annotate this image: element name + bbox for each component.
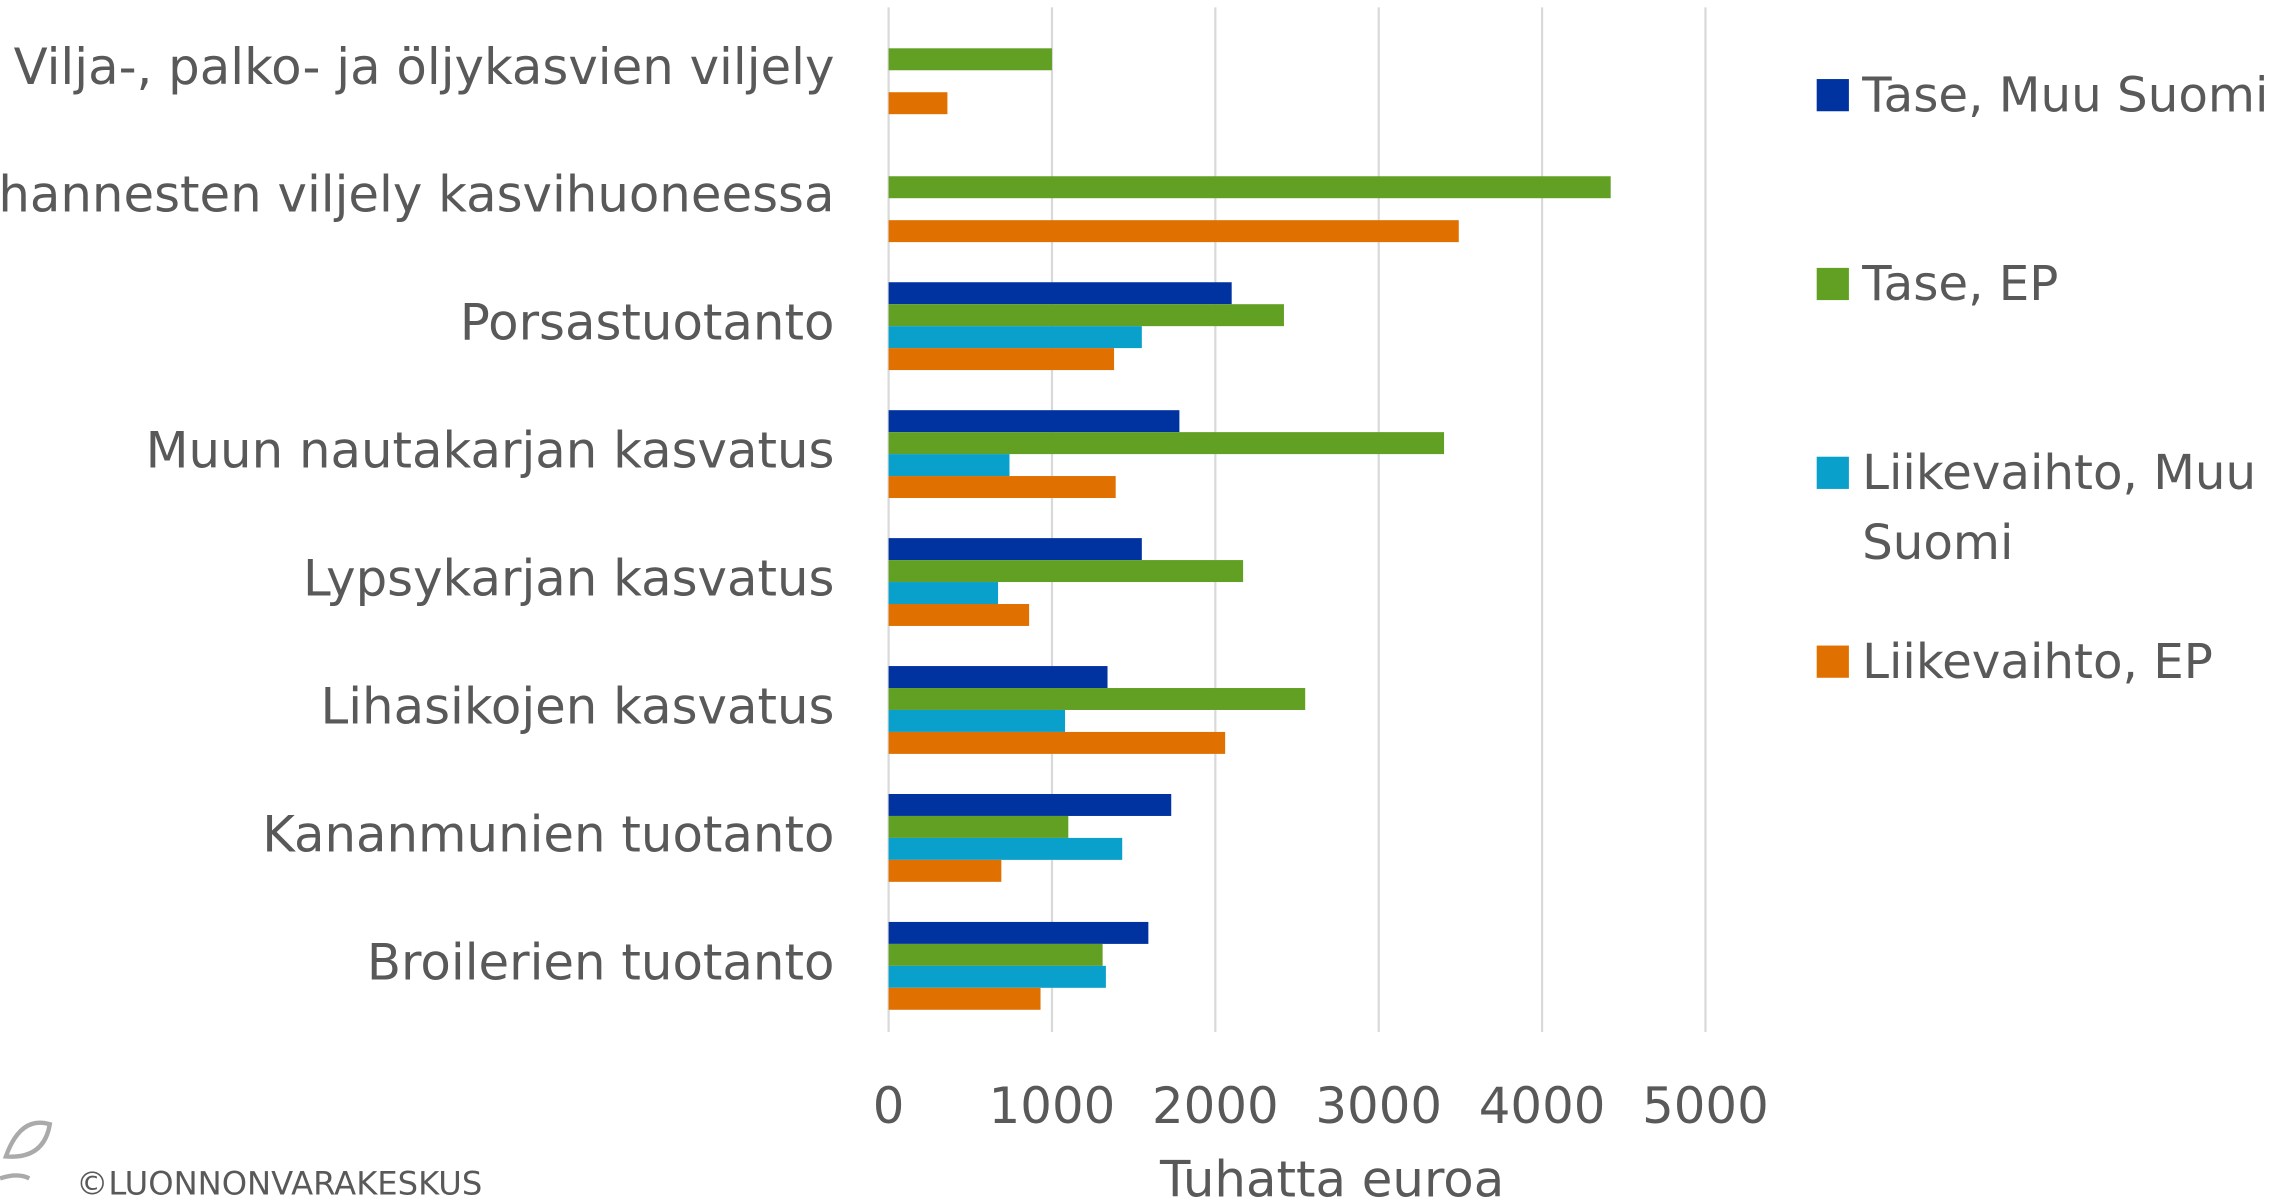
bar xyxy=(888,48,1052,71)
bar xyxy=(888,837,1123,860)
y-tick-label: Vihannesten viljely kasvihuoneessa xyxy=(0,166,834,224)
legend-swatch xyxy=(1816,645,1849,678)
y-tick-label: Lypsykarjan kasvatus xyxy=(303,550,834,608)
y-tick-label: Vilja-, palko- ja öljykasvien viljely xyxy=(14,38,835,96)
bar xyxy=(888,282,1232,305)
y-tick-label: Kananmunien tuotanto xyxy=(262,805,834,863)
bar xyxy=(888,304,1284,327)
bar xyxy=(888,538,1142,561)
y-tick-label: Lihasikojen kasvatus xyxy=(321,677,835,735)
bar xyxy=(888,348,1115,371)
legend-item: Tase, EP xyxy=(1862,254,2059,312)
bar xyxy=(888,859,1002,882)
x-tick-label: 4000 xyxy=(1479,1077,1606,1135)
bar xyxy=(888,731,1226,754)
bar xyxy=(888,326,1142,349)
legend-item: Liikevaihto, Muu Suomi xyxy=(1862,443,2257,571)
x-tick-label: 2000 xyxy=(1152,1077,1279,1135)
footer: ©LUONNONVARAKESKUS xyxy=(76,1165,482,1197)
legend-label: Tase, Muu Suomi xyxy=(1862,65,2269,123)
bar xyxy=(888,965,1106,988)
bar xyxy=(888,793,1172,816)
bar xyxy=(888,987,1041,1010)
bar xyxy=(888,688,1306,710)
bar xyxy=(888,176,1611,199)
legend-swatch xyxy=(1816,79,1849,112)
legend-label: Liikevaihto, Muu Suomi xyxy=(1862,443,2257,571)
bar xyxy=(888,603,1030,626)
x-tick-label: 0 xyxy=(873,1077,905,1135)
bar xyxy=(888,709,1066,732)
bar xyxy=(888,432,1445,455)
bar xyxy=(888,410,1180,433)
bar xyxy=(888,476,1116,499)
legend-item: Tase, Muu Suomi xyxy=(1862,65,2269,123)
legend-label: Tase, EP xyxy=(1862,254,2059,312)
x-axis-label: Tuhatta euroa xyxy=(1159,1150,1504,1197)
bar xyxy=(888,943,1103,966)
legend-item: Liikevaihto, EP xyxy=(1862,632,2213,690)
y-tick-label: Porsastuotanto xyxy=(460,294,835,352)
bar xyxy=(888,582,999,604)
y-tick-label: Broilerien tuotanto xyxy=(367,933,835,991)
bar xyxy=(888,92,948,115)
x-tick-label: 5000 xyxy=(1642,1077,1769,1135)
legend-label: Liikevaihto, EP xyxy=(1862,632,2213,690)
bar xyxy=(888,921,1149,944)
legend-swatch xyxy=(1816,267,1849,301)
y-tick-label: Muun nautakarjan kasvatus xyxy=(146,422,835,480)
x-tick-label: 1000 xyxy=(989,1077,1116,1135)
bar xyxy=(888,220,1459,243)
bar xyxy=(888,666,1108,689)
logo xyxy=(0,1120,53,1181)
bar xyxy=(888,560,1244,583)
bar xyxy=(888,454,1010,477)
legend-swatch xyxy=(1816,456,1849,489)
bar xyxy=(888,815,1069,838)
x-tick-label: 3000 xyxy=(1315,1077,1442,1135)
